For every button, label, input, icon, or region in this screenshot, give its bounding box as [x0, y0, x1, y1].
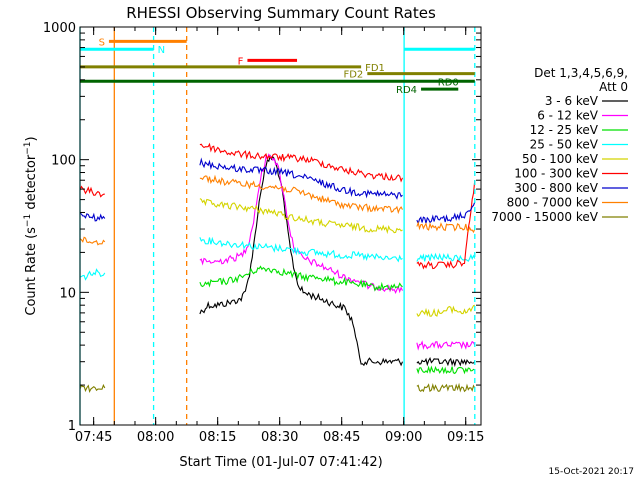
y-tick-label-2: 100 [51, 154, 76, 169]
flag-label-6: RD0 [438, 77, 459, 88]
flag-label-4: FD1 [365, 63, 385, 74]
x-tick-label-5: 09:00 [385, 430, 422, 445]
series-line-8-seg-0 [79, 383, 106, 394]
legend-label-1: 6 - 12 keV [537, 109, 599, 123]
y-axis-label-sup1: −1 [23, 214, 33, 227]
series-line-2-seg-1 [416, 365, 475, 375]
series-line-7-seg-2 [416, 220, 476, 234]
y-axis-label-end: ) [24, 136, 39, 141]
flag-label-7: RD4 [396, 85, 417, 96]
series-line-3-seg-0 [79, 268, 106, 281]
x-tick-label-2: 08:15 [199, 430, 236, 445]
series-line-3-seg-1 [199, 236, 403, 263]
series-line-5-seg-2 [416, 180, 476, 270]
flag-label-1: N [158, 45, 165, 56]
series-line-4-seg-0 [199, 198, 403, 235]
y-tick-label-1: 10 [59, 286, 76, 301]
legend-label-6: 300 - 800 keV [514, 181, 598, 195]
y-tick-label-0: 1 [68, 419, 76, 434]
series-line-5-seg-1 [199, 142, 404, 183]
series-line-6-seg-1 [199, 157, 403, 200]
legend-label-3: 25 - 50 keV [530, 138, 599, 152]
x-tick-label-3: 08:30 [261, 430, 298, 445]
legend-label-0: 3 - 6 keV [545, 94, 599, 108]
legend-label-2: 12 - 25 keV [530, 123, 599, 137]
plot-frame [79, 26, 482, 426]
y-axis-label-sup2: −1 [23, 141, 33, 154]
series-line-6-seg-2 [416, 201, 476, 226]
series-line-7-seg-0 [79, 236, 106, 246]
series-lines-group [79, 142, 476, 394]
legend-header-1: Det 1,3,4,5,6,9, [534, 66, 628, 80]
legend-header-2: Att 0 [599, 80, 628, 94]
date-stamp: 15-Oct-2021 20:17 [549, 467, 634, 477]
series-line-8-seg-1 [416, 382, 476, 393]
series-line-0-seg-0 [199, 154, 404, 367]
axes-group: 07:45 08:00 08:15 08:30 08:45 09:00 09:15 1 10 10… [43, 21, 485, 445]
series-line-0-seg-1 [416, 357, 476, 368]
series-line-6-seg-0 [79, 212, 106, 222]
series-line-1-seg-1 [416, 340, 476, 351]
y-axis-label-main: Count Rate (s [24, 227, 39, 316]
legend-label-8: 7000 - 15000 keV [491, 210, 598, 224]
x-axis-label: Start Time (01-Jul-07 07:41:42) [179, 455, 382, 470]
flag-label-0: S [99, 37, 105, 48]
x-tick-label-6: 09:15 [447, 430, 484, 445]
y-axis-label-mid: detector [24, 154, 39, 214]
series-line-7-seg-1 [199, 174, 403, 215]
x-tick-label-4: 08:45 [323, 430, 360, 445]
flag-label-5: FD2 [343, 70, 363, 81]
legend-label-5: 100 - 300 keV [514, 167, 598, 181]
legend-label-7: 800 - 7000 keV [507, 196, 599, 210]
chart-title: RHESSI Observing Summary Count Rates [126, 4, 436, 22]
series-line-4-seg-1 [416, 304, 475, 317]
flag-label-3: F [238, 56, 244, 67]
x-tick-label-0: 07:45 [75, 430, 112, 445]
series-line-1-seg-0 [199, 153, 403, 294]
series-line-2-seg-0 [199, 265, 403, 292]
y-tick-label-3: 1000 [43, 21, 76, 36]
y-axis-label: Count Rate (s−1 detector−1) [23, 136, 39, 315]
series-line-5-seg-0 [79, 185, 105, 198]
series-line-3-seg-2 [416, 252, 476, 263]
x-tick-label-1: 08:00 [137, 430, 174, 445]
legend-label-4: 50 - 100 keV [522, 152, 599, 166]
